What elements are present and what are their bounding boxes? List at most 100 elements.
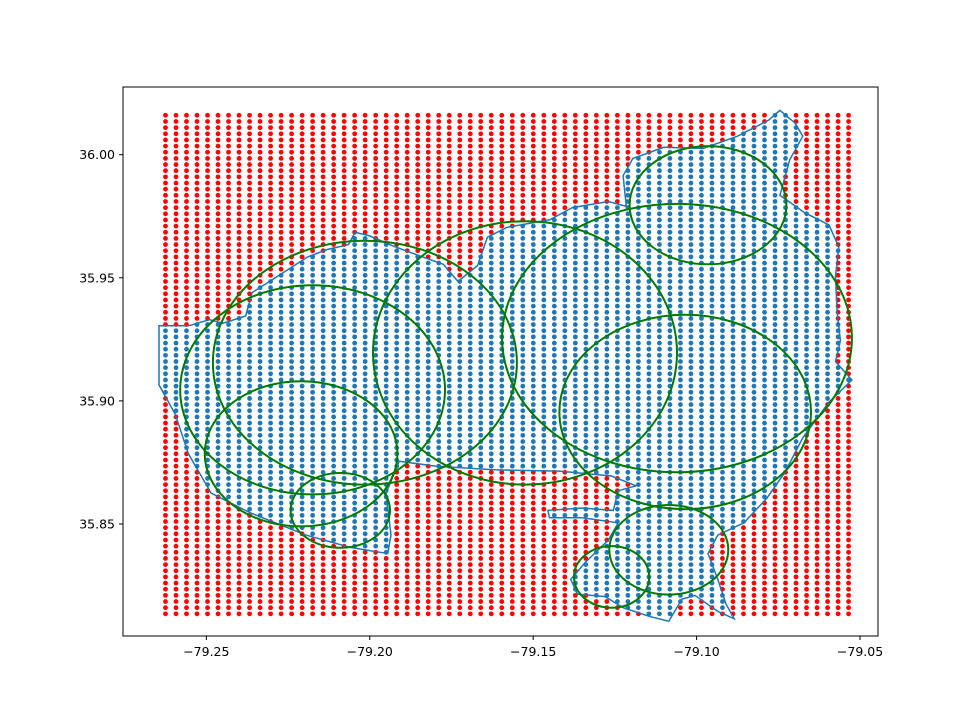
inside-point — [720, 155, 725, 161]
outside-point — [394, 525, 400, 531]
outside-point — [530, 112, 536, 118]
inside-point — [446, 426, 452, 432]
outside-point — [226, 543, 231, 549]
inside-point — [352, 531, 358, 537]
outside-point — [793, 525, 799, 531]
outside-point — [835, 168, 841, 174]
inside-point — [730, 512, 736, 518]
inside-point — [205, 426, 210, 432]
outside-point — [184, 500, 189, 506]
outside-point — [394, 531, 400, 537]
outside-point — [814, 568, 820, 574]
inside-point — [720, 279, 725, 284]
inside-point — [373, 291, 379, 297]
inside-point — [541, 285, 547, 291]
outside-point — [425, 192, 431, 198]
inside-point — [499, 426, 505, 432]
inside-point — [583, 426, 589, 432]
outside-point — [194, 500, 200, 506]
outside-point — [236, 568, 242, 574]
outside-point — [825, 531, 830, 537]
inside-point — [699, 322, 704, 327]
inside-point — [562, 279, 568, 284]
outside-point — [825, 506, 830, 512]
inside-point — [646, 309, 652, 315]
outside-point — [846, 500, 851, 506]
outside-point — [583, 476, 589, 481]
inside-point — [509, 346, 515, 352]
outside-point — [415, 592, 421, 598]
outside-point — [446, 180, 452, 186]
outside-point — [825, 512, 830, 518]
inside-point — [604, 371, 610, 377]
outside-point — [593, 494, 599, 500]
outside-point — [551, 131, 557, 137]
outside-point — [352, 592, 358, 598]
outside-point — [583, 494, 589, 500]
outside-point — [205, 242, 210, 247]
outside-point — [835, 549, 841, 555]
inside-point — [678, 365, 683, 371]
outside-point — [331, 592, 337, 598]
inside-point — [730, 155, 736, 161]
inside-point — [699, 383, 704, 389]
outside-point — [467, 611, 473, 617]
outside-point — [268, 599, 273, 604]
inside-point — [488, 236, 494, 241]
inside-point — [205, 340, 210, 346]
inside-point — [299, 420, 305, 426]
inside-point — [320, 266, 326, 272]
inside-point — [362, 248, 368, 254]
outside-point — [593, 125, 599, 131]
outside-point — [184, 482, 189, 487]
outside-point — [804, 174, 809, 180]
inside-point — [709, 445, 715, 451]
inside-point — [614, 445, 620, 451]
inside-point — [720, 439, 725, 444]
inside-point — [509, 297, 515, 303]
inside-point — [741, 359, 746, 364]
outside-point — [530, 592, 536, 598]
outside-point — [614, 119, 620, 124]
inside-point — [509, 309, 515, 315]
outside-point — [457, 223, 463, 229]
outside-point — [194, 592, 200, 598]
outside-point — [341, 192, 347, 198]
inside-point — [509, 426, 515, 432]
inside-point — [289, 408, 294, 414]
inside-point — [709, 162, 715, 167]
outside-point — [835, 272, 841, 278]
inside-point — [383, 451, 389, 457]
outside-point — [205, 162, 210, 167]
inside-point — [184, 377, 189, 383]
outside-point — [226, 297, 231, 303]
outside-point — [530, 143, 536, 149]
inside-point — [268, 426, 273, 432]
inside-point — [699, 223, 704, 229]
outside-point — [205, 568, 210, 574]
outside-point — [835, 451, 841, 457]
outside-point — [362, 556, 368, 561]
inside-point — [488, 371, 494, 377]
outside-point — [509, 586, 515, 592]
outside-point — [846, 125, 851, 131]
outside-point — [215, 537, 221, 543]
inside-point — [331, 463, 337, 469]
inside-point — [636, 537, 641, 543]
outside-point — [404, 180, 410, 186]
inside-point — [678, 494, 683, 500]
inside-point — [404, 340, 410, 346]
outside-point — [404, 205, 410, 211]
inside-point — [362, 236, 368, 241]
outside-point — [446, 119, 452, 124]
inside-point — [583, 316, 589, 321]
outside-point — [825, 451, 830, 457]
outside-point — [226, 248, 231, 254]
inside-point — [226, 322, 231, 327]
outside-point — [383, 155, 389, 161]
inside-point — [709, 414, 715, 420]
outside-point — [331, 174, 337, 180]
inside-point — [583, 402, 589, 407]
outside-point — [268, 543, 273, 549]
inside-point — [163, 352, 168, 358]
